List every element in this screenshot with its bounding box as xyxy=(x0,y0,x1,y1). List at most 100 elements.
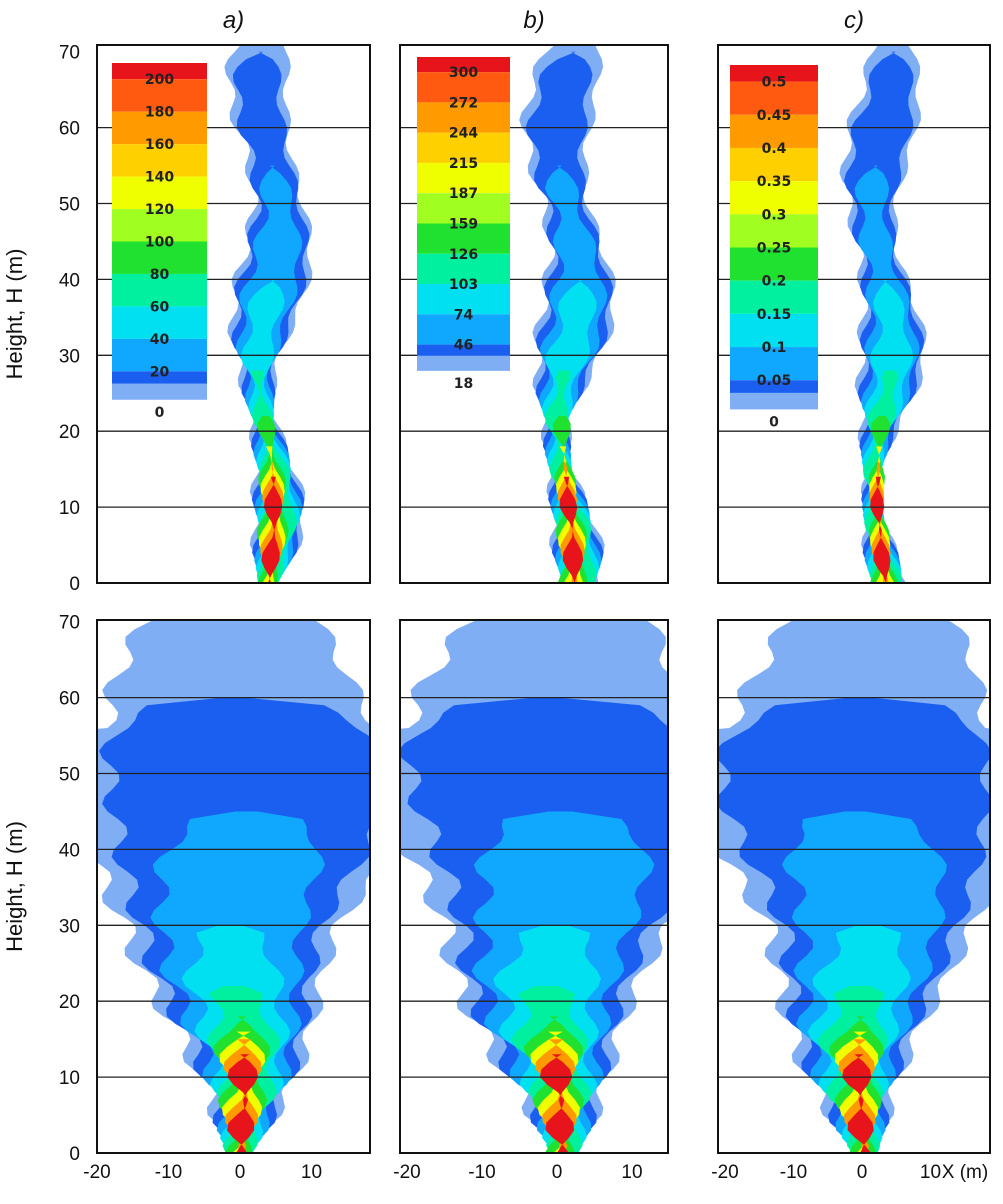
legend-label: 103 xyxy=(449,277,478,293)
panel-c-bottom xyxy=(717,619,991,1154)
legend-label: 160 xyxy=(145,137,174,153)
panel-b-top xyxy=(399,44,669,584)
panel-frame xyxy=(717,44,991,584)
legend-swatch xyxy=(417,178,510,194)
legend-swatch xyxy=(112,225,207,242)
legend-swatch xyxy=(417,208,510,224)
y-tick-label: 40 xyxy=(59,840,80,861)
legend-label: 120 xyxy=(145,202,174,218)
plume xyxy=(718,620,990,1153)
legend-swatch xyxy=(730,197,818,215)
panel-title-a: a) xyxy=(223,7,244,34)
x-axis-label: X (m) xyxy=(942,1162,988,1183)
y-axis-label: Height, H (m) xyxy=(2,821,27,952)
legend-swatch xyxy=(112,176,207,194)
y-tick-label: 30 xyxy=(59,346,80,367)
legend-swatch xyxy=(112,63,207,80)
y-tick-label: 20 xyxy=(59,422,80,443)
legend-label: 74 xyxy=(454,307,474,323)
legend-swatch xyxy=(417,223,510,240)
x-tick-label: -10 xyxy=(468,1162,495,1183)
legend-swatch xyxy=(112,160,207,177)
legend-label: 0 xyxy=(769,414,779,430)
panel-frame xyxy=(717,619,991,1154)
legend-swatch xyxy=(417,87,510,103)
panel-frame xyxy=(399,619,669,1154)
legend-label: 187 xyxy=(449,186,478,202)
legend-swatch xyxy=(417,299,510,315)
legend-label: 0 xyxy=(155,405,165,421)
x-tick-label: 10 xyxy=(920,1162,941,1183)
legend-swatch xyxy=(112,383,207,400)
legend-label: 80 xyxy=(150,267,170,283)
y-axis-label: Height, H (m) xyxy=(2,249,27,380)
legend-label: 18 xyxy=(454,376,473,392)
y-tick-label: 50 xyxy=(59,195,80,216)
panel-frame xyxy=(96,44,371,584)
legend-label: 300 xyxy=(449,65,478,81)
legend-swatch xyxy=(730,363,818,381)
y-tick-label: 50 xyxy=(59,765,80,786)
panel-a-bottom xyxy=(96,619,371,1154)
legend-label: 0.5 xyxy=(762,75,787,91)
x-tick-label: -20 xyxy=(83,1162,110,1183)
y-tick-label: 60 xyxy=(59,689,80,710)
legend-swatch xyxy=(417,238,510,254)
legend-label: 215 xyxy=(449,156,478,172)
legend-label: 159 xyxy=(449,217,478,233)
panel-title-b: b) xyxy=(523,7,544,34)
legend-label: 0.2 xyxy=(762,274,787,290)
legend-b: 300 272 244 215 187 159 126 103 74 46 18 xyxy=(417,57,510,392)
legend-swatch xyxy=(112,111,207,129)
legend-swatch xyxy=(417,193,510,209)
legend-swatch xyxy=(417,57,510,73)
legend-swatch xyxy=(730,247,818,265)
panel-frame xyxy=(399,44,669,584)
legend-swatch xyxy=(112,273,207,291)
panel-c-top xyxy=(717,44,991,584)
legend-swatch xyxy=(730,392,818,410)
legend-swatch xyxy=(730,131,818,148)
y-tick-label: 10 xyxy=(59,498,80,519)
contour-level-8 xyxy=(226,1054,259,1153)
x-tick-label: 10 xyxy=(621,1162,642,1183)
y-tick-label: 10 xyxy=(59,1068,80,1089)
x-tick-label: 0 xyxy=(235,1162,246,1183)
panel-frame xyxy=(96,619,371,1154)
panel-b-bottom xyxy=(399,619,669,1154)
legend-label: 0.35 xyxy=(757,174,792,190)
legend-c: 0.5 0.45 0.4 0.35 0.3 0.25 0.2 0.15 0.1 0.05 0 xyxy=(730,65,818,430)
legend-label: 40 xyxy=(150,332,170,348)
legend-swatch xyxy=(417,102,510,119)
y-tick-label: 40 xyxy=(59,270,80,291)
legend-swatch xyxy=(112,192,207,210)
legend-label: 200 xyxy=(145,72,174,88)
legend-label: 126 xyxy=(449,247,478,263)
legend-swatch xyxy=(112,95,207,112)
legend-swatch xyxy=(112,306,207,324)
plume xyxy=(519,45,616,583)
legend-swatch xyxy=(417,147,510,163)
legend-swatch xyxy=(417,314,510,330)
y-tick-label: 70 xyxy=(59,43,80,64)
legend-swatch xyxy=(417,253,510,270)
legend-label: 20 xyxy=(150,364,170,380)
plume xyxy=(97,620,370,1153)
legend-label: 0.25 xyxy=(757,241,792,257)
legend-swatch xyxy=(730,347,818,365)
legend-swatch xyxy=(730,81,818,99)
legend-swatch xyxy=(112,79,207,96)
legend-swatch xyxy=(112,322,207,339)
x-tick-label: 10 xyxy=(301,1162,322,1183)
legend-label: 0.45 xyxy=(757,108,792,124)
panel-title-c: c) xyxy=(844,7,864,34)
x-tick-label: 0 xyxy=(552,1162,563,1183)
legend-swatch xyxy=(112,338,207,356)
plume xyxy=(224,45,313,583)
contour-level-8 xyxy=(842,1054,874,1153)
legend-swatch xyxy=(112,355,207,372)
legend-swatch xyxy=(730,297,818,314)
legend-swatch xyxy=(417,268,510,285)
legend-label: 0.3 xyxy=(762,207,787,223)
